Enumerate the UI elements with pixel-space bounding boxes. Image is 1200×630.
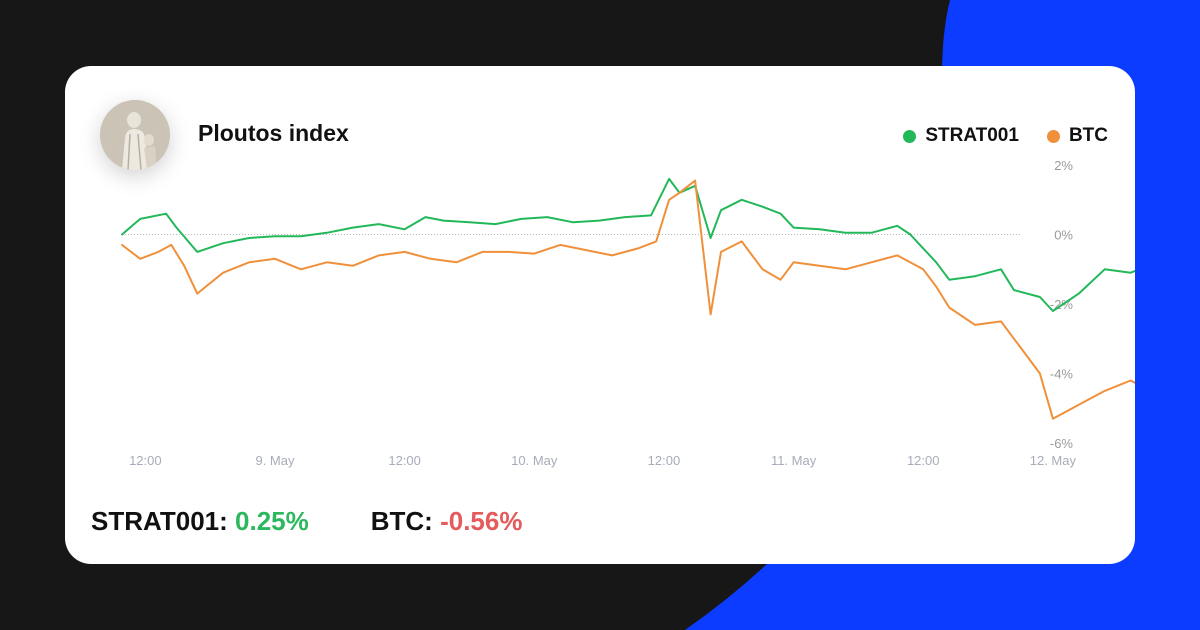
summary-btc-value: -0.56%: [440, 506, 523, 536]
legend-item-strat001[interactable]: STRAT001: [903, 125, 1019, 147]
series-line-btc: [121, 179, 1135, 420]
legend-label-btc: BTC: [1068, 125, 1108, 146]
x-tick-label: 12:00: [129, 453, 162, 468]
summary-btc: BTC: -0.56%: [371, 506, 523, 537]
summary-strat001-label: STRAT001:: [91, 506, 228, 536]
summary-footer: STRAT001: 0.25% BTC: -0.56%: [91, 506, 522, 537]
chart-legend: STRAT001 BTC: [903, 125, 1108, 147]
x-tick-label: 12:00: [648, 453, 681, 468]
y-tick-label: -4%: [1050, 367, 1074, 382]
y-tick-label: 2%: [1054, 158, 1073, 173]
series-line-strat001: [121, 177, 1135, 312]
page-title: Ploutos index: [198, 120, 349, 146]
y-tick-label: -6%: [1050, 436, 1074, 451]
x-tick-label: 11. May: [771, 453, 817, 468]
legend-dot-btc: [1046, 129, 1060, 143]
x-tick-label: 10. May: [511, 453, 558, 468]
legend-label-strat001: STRAT001: [925, 125, 1019, 146]
summary-strat001-value: 0.25%: [235, 506, 309, 536]
x-tick-label: 12:00: [907, 453, 940, 468]
x-tick-label: 12:00: [388, 453, 421, 468]
summary-strat001: STRAT001: 0.25%: [91, 506, 309, 537]
x-tick-label: 12. May: [1030, 453, 1077, 468]
avatar: [100, 100, 170, 170]
legend-dot-strat001: [903, 129, 917, 143]
y-tick-label: 0%: [1054, 228, 1073, 243]
chart-card: Ploutos index STRAT001 BTC 2% 0% -2% -4% -6%…: [65, 66, 1135, 564]
summary-btc-label: BTC:: [370, 506, 433, 536]
x-tick-label: 9. May: [255, 453, 295, 468]
legend-item-btc[interactable]: BTC: [1046, 125, 1108, 147]
line-chart: 2%0%-2%-4%-6%12:00 9. May 12:00 10. May 12:0…: [121, 158, 1135, 468]
